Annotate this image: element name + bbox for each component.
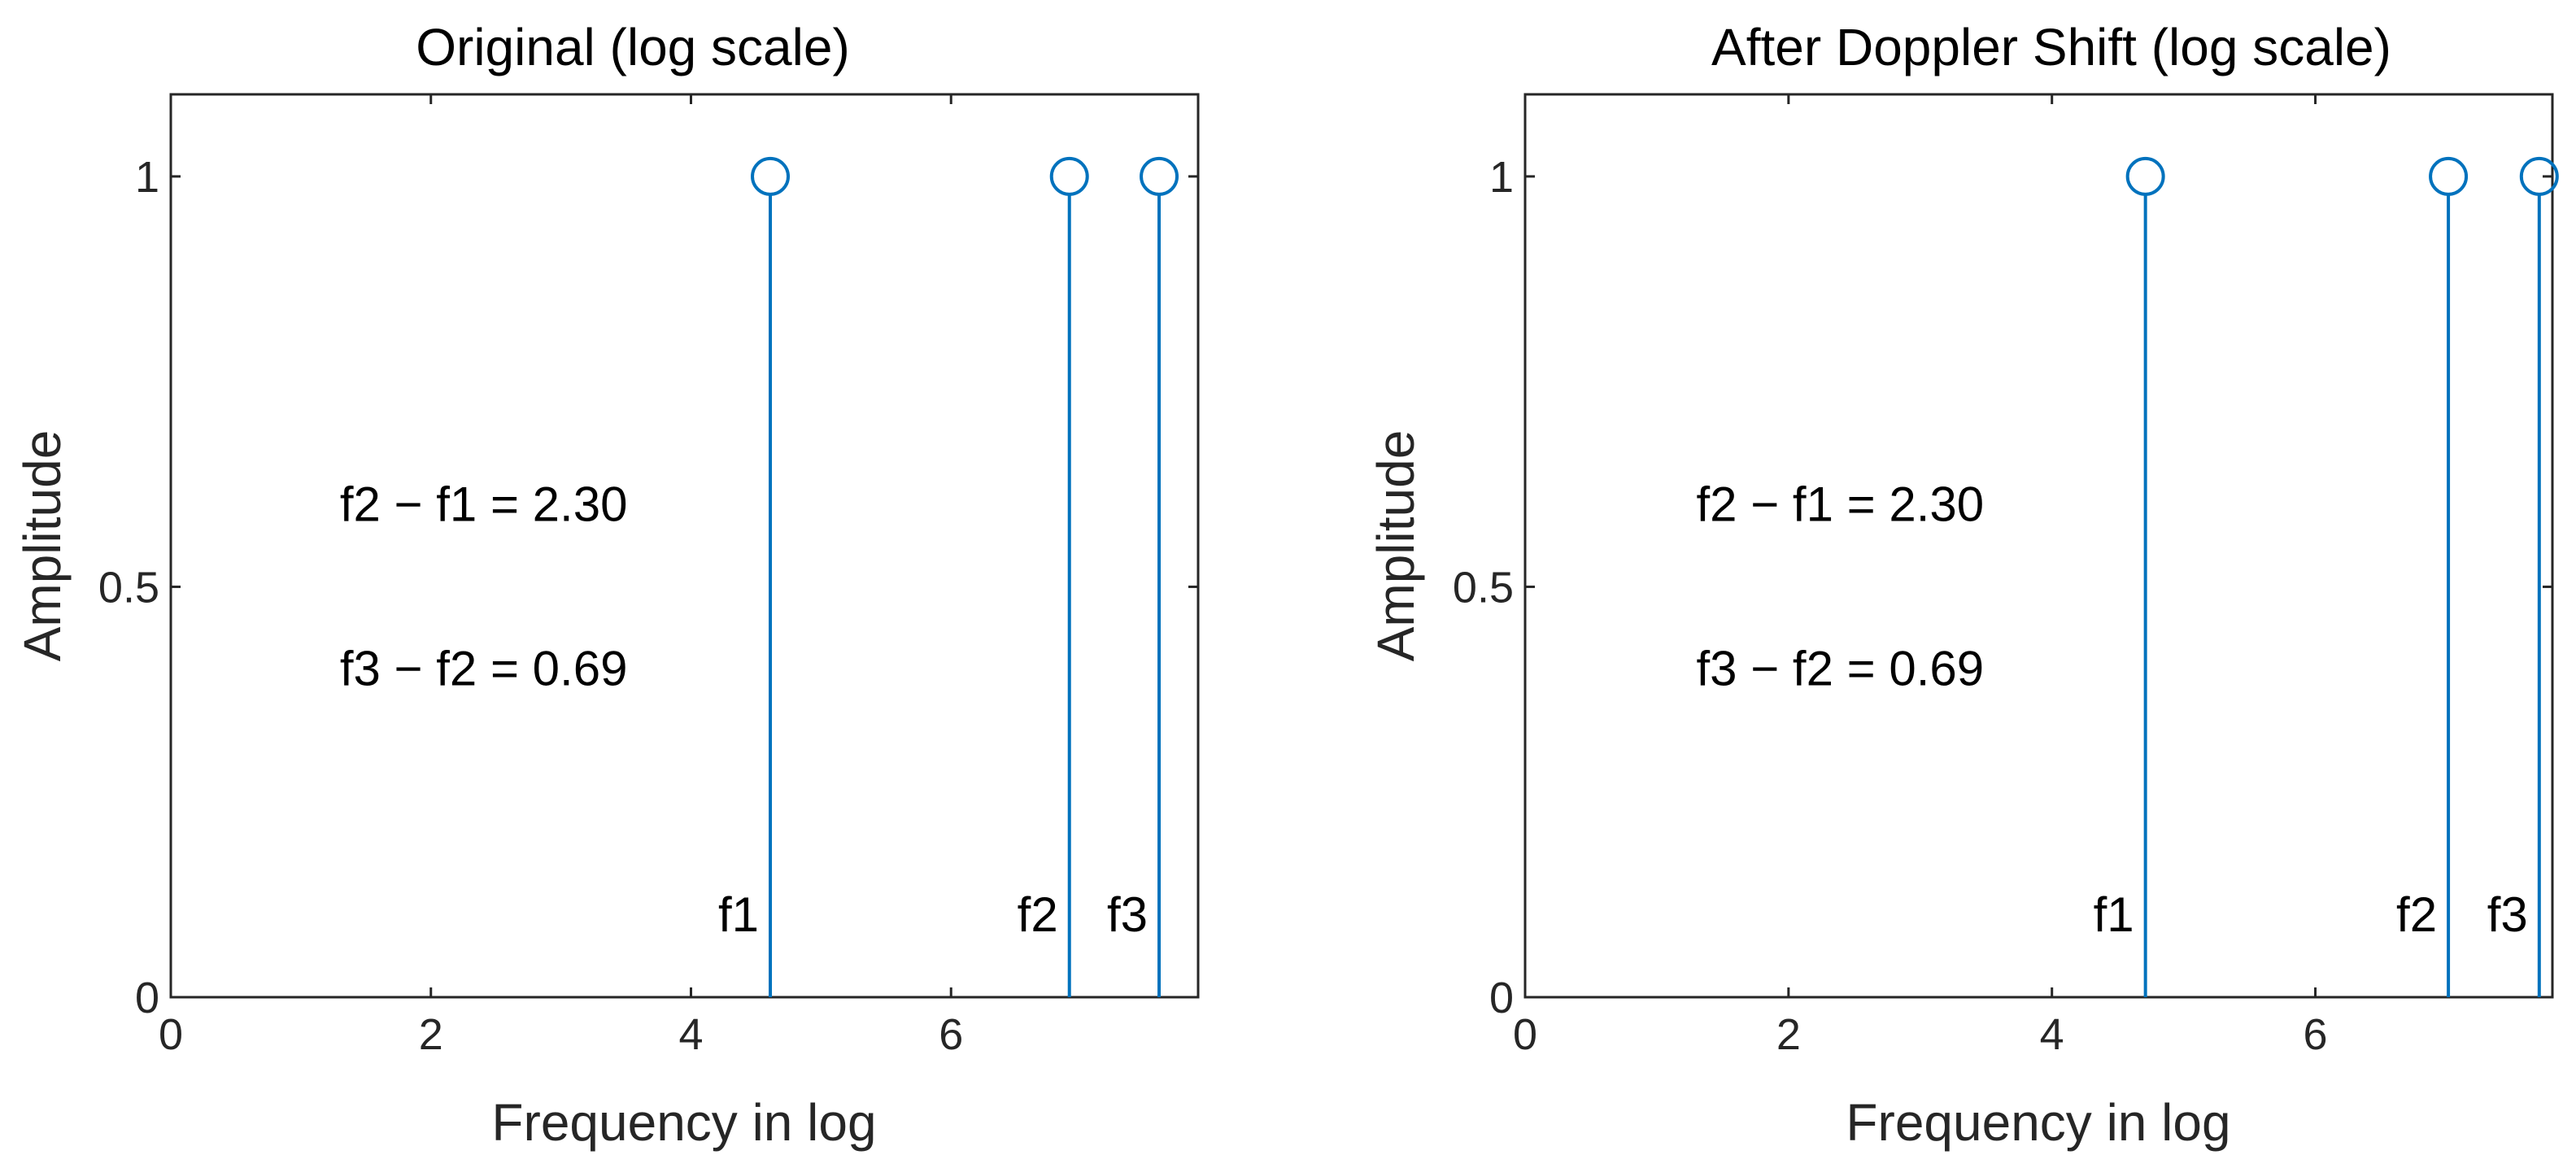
y-tick-label: 0 [1489, 974, 1514, 1022]
annotations: f2 − f1 = 2.30 f3 − f2 = 0.69 [1697, 477, 1985, 696]
y-tick-label: 0 [135, 974, 159, 1022]
chart-panel-after-doppler: After Doppler Shift (log scale) 0 2 4 6 0 0.5… [1366, 18, 2559, 1152]
point-label: f1 [2094, 887, 2134, 942]
x-axis-label: Frequency in log [1846, 1093, 2230, 1152]
point-labels: f1 f2 f3 [718, 887, 1148, 942]
stem-marker [2429, 156, 2469, 196]
plot-area [169, 93, 1200, 999]
x-tick-label: 6 [2304, 1010, 2328, 1059]
chart-title: After Doppler Shift (log scale) [1711, 18, 2391, 76]
x-axis-label: Frequency in log [491, 1093, 876, 1152]
stem-series [2125, 156, 2559, 997]
plot-area [1523, 93, 2554, 999]
stem-marker [2519, 156, 2559, 196]
point-label: f2 [2396, 887, 2437, 942]
axis-ticks: 0 2 4 6 0 0.5 1 [98, 94, 1198, 1059]
y-axis-label: Amplitude [13, 430, 72, 662]
annotation-text: f2 − f1 = 2.30 [1697, 477, 1985, 532]
x-tick-label: 4 [678, 1010, 703, 1059]
annotation-text: f3 − f2 = 0.69 [340, 641, 628, 695]
y-tick-label: 0.5 [1453, 563, 1514, 612]
annotation-text: f3 − f2 = 0.69 [1697, 641, 1985, 695]
x-tick-label: 0 [159, 1010, 183, 1059]
point-label: f3 [1107, 887, 1148, 942]
stem-marker [1049, 156, 1089, 196]
x-tick-label: 2 [1776, 1010, 1801, 1059]
x-tick-label: 4 [2040, 1010, 2064, 1059]
y-tick-label: 1 [1489, 153, 1514, 202]
point-labels: f1 f2 f3 [2094, 887, 2528, 942]
axis-ticks: 0 2 4 6 0 0.5 1 [1453, 94, 2552, 1059]
annotations: f2 − f1 = 2.30 f3 − f2 = 0.69 [340, 477, 628, 696]
y-tick-label: 1 [135, 153, 159, 202]
y-axis-label: Amplitude [1366, 430, 1425, 662]
stem-marker [751, 156, 791, 196]
point-label: f3 [2487, 887, 2528, 942]
chart-panel-original: Original (log scale) 0 2 4 6 0 0.5 1 f1 f2 f3 f2… [13, 18, 1200, 1152]
y-tick-label: 0.5 [98, 563, 159, 612]
x-tick-label: 0 [1513, 1010, 1537, 1059]
point-label: f1 [718, 887, 759, 942]
point-label: f2 [1018, 887, 1058, 942]
stem-marker [2125, 156, 2165, 196]
stem-series [751, 156, 1179, 997]
annotation-text: f2 − f1 = 2.30 [340, 477, 628, 532]
chart-title: Original (log scale) [416, 18, 850, 76]
stem-marker [1140, 156, 1179, 196]
x-tick-label: 2 [419, 1010, 443, 1059]
x-tick-label: 6 [939, 1010, 963, 1059]
